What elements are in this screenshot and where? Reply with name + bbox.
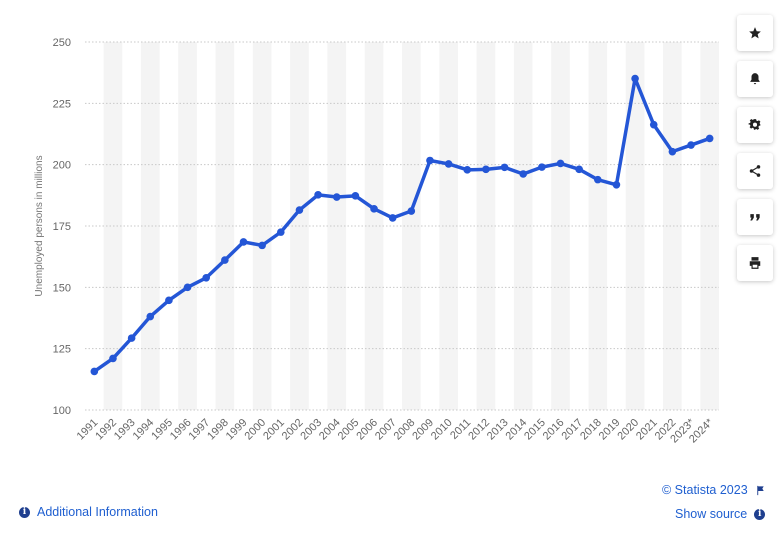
data-point[interactable] <box>332 193 341 201</box>
data-point[interactable] <box>687 141 695 149</box>
column-band <box>252 42 272 410</box>
data-point[interactable] <box>538 163 546 171</box>
column-band <box>103 42 123 410</box>
data-point[interactable] <box>314 191 322 199</box>
data-point[interactable] <box>426 156 434 165</box>
data-point[interactable] <box>649 120 658 129</box>
data-point[interactable] <box>500 163 509 172</box>
column-band <box>663 42 682 410</box>
data-point[interactable] <box>463 166 472 174</box>
data-point[interactable] <box>202 273 211 282</box>
column-band <box>439 42 458 410</box>
data-point[interactable] <box>593 175 602 184</box>
data-point[interactable] <box>444 160 453 168</box>
data-point[interactable] <box>407 207 416 215</box>
gear-icon <box>748 119 761 130</box>
data-point[interactable] <box>370 205 378 213</box>
data-point[interactable] <box>519 170 528 178</box>
notification-bell-button[interactable] <box>737 61 773 97</box>
y-tick-label: 225 <box>53 98 71 110</box>
additional-information-link[interactable]: i Additional Information <box>19 505 158 519</box>
data-point[interactable] <box>575 165 583 174</box>
data-point[interactable] <box>612 180 621 189</box>
y-tick-label: 175 <box>53 221 71 233</box>
copyright-label: © Statista 2023 <box>662 483 748 497</box>
quote-icon <box>750 214 760 221</box>
column-band <box>140 42 160 410</box>
column-band <box>215 42 235 410</box>
data-point[interactable] <box>276 228 285 236</box>
column-band <box>476 42 496 410</box>
data-point[interactable] <box>258 241 266 250</box>
data-point[interactable] <box>631 74 639 83</box>
share-button[interactable] <box>737 153 773 189</box>
y-axis-label: Unemployed persons in millions <box>34 155 45 296</box>
column-band <box>364 42 384 410</box>
share-icon <box>749 165 761 177</box>
info-icon: i <box>19 506 30 518</box>
print-icon <box>749 257 761 269</box>
data-point[interactable] <box>482 165 490 174</box>
data-point[interactable] <box>90 367 99 376</box>
bell-icon <box>750 73 760 85</box>
additional-information-label: Additional Information <box>37 505 158 519</box>
print-button[interactable] <box>737 245 773 281</box>
y-tick-label: 150 <box>53 282 71 294</box>
data-point[interactable] <box>295 206 304 214</box>
data-point[interactable] <box>556 159 565 168</box>
show-source-label: Show source <box>675 507 748 521</box>
y-tick-label: 250 <box>53 37 71 49</box>
data-point[interactable] <box>705 134 714 143</box>
data-point[interactable] <box>668 147 677 156</box>
column-band <box>700 42 719 410</box>
data-point[interactable] <box>146 312 155 321</box>
settings-button[interactable] <box>737 107 773 143</box>
data-point[interactable] <box>183 283 192 292</box>
series-line <box>92 76 712 374</box>
cite-button[interactable] <box>737 199 773 235</box>
y-tick-label: 125 <box>53 344 71 356</box>
y-tick-label: 100 <box>53 405 71 417</box>
column-band <box>551 42 570 410</box>
show-source-link[interactable]: Show source i <box>675 507 766 521</box>
star-icon <box>749 27 761 39</box>
data-point[interactable] <box>221 256 229 264</box>
data-point[interactable] <box>127 334 136 342</box>
data-point[interactable] <box>351 192 360 200</box>
data-point[interactable] <box>239 238 248 246</box>
flag-icon <box>756 485 764 495</box>
data-point[interactable] <box>388 214 397 222</box>
info-icon: i <box>754 508 766 520</box>
favorite-star-button[interactable] <box>737 15 773 51</box>
statista-copyright-link[interactable]: © Statista 2023 <box>662 483 766 497</box>
data-point[interactable] <box>109 354 117 363</box>
column-band <box>327 42 347 410</box>
data-point[interactable] <box>165 296 173 305</box>
column-band <box>588 42 608 410</box>
y-tick-label: 200 <box>53 160 71 172</box>
